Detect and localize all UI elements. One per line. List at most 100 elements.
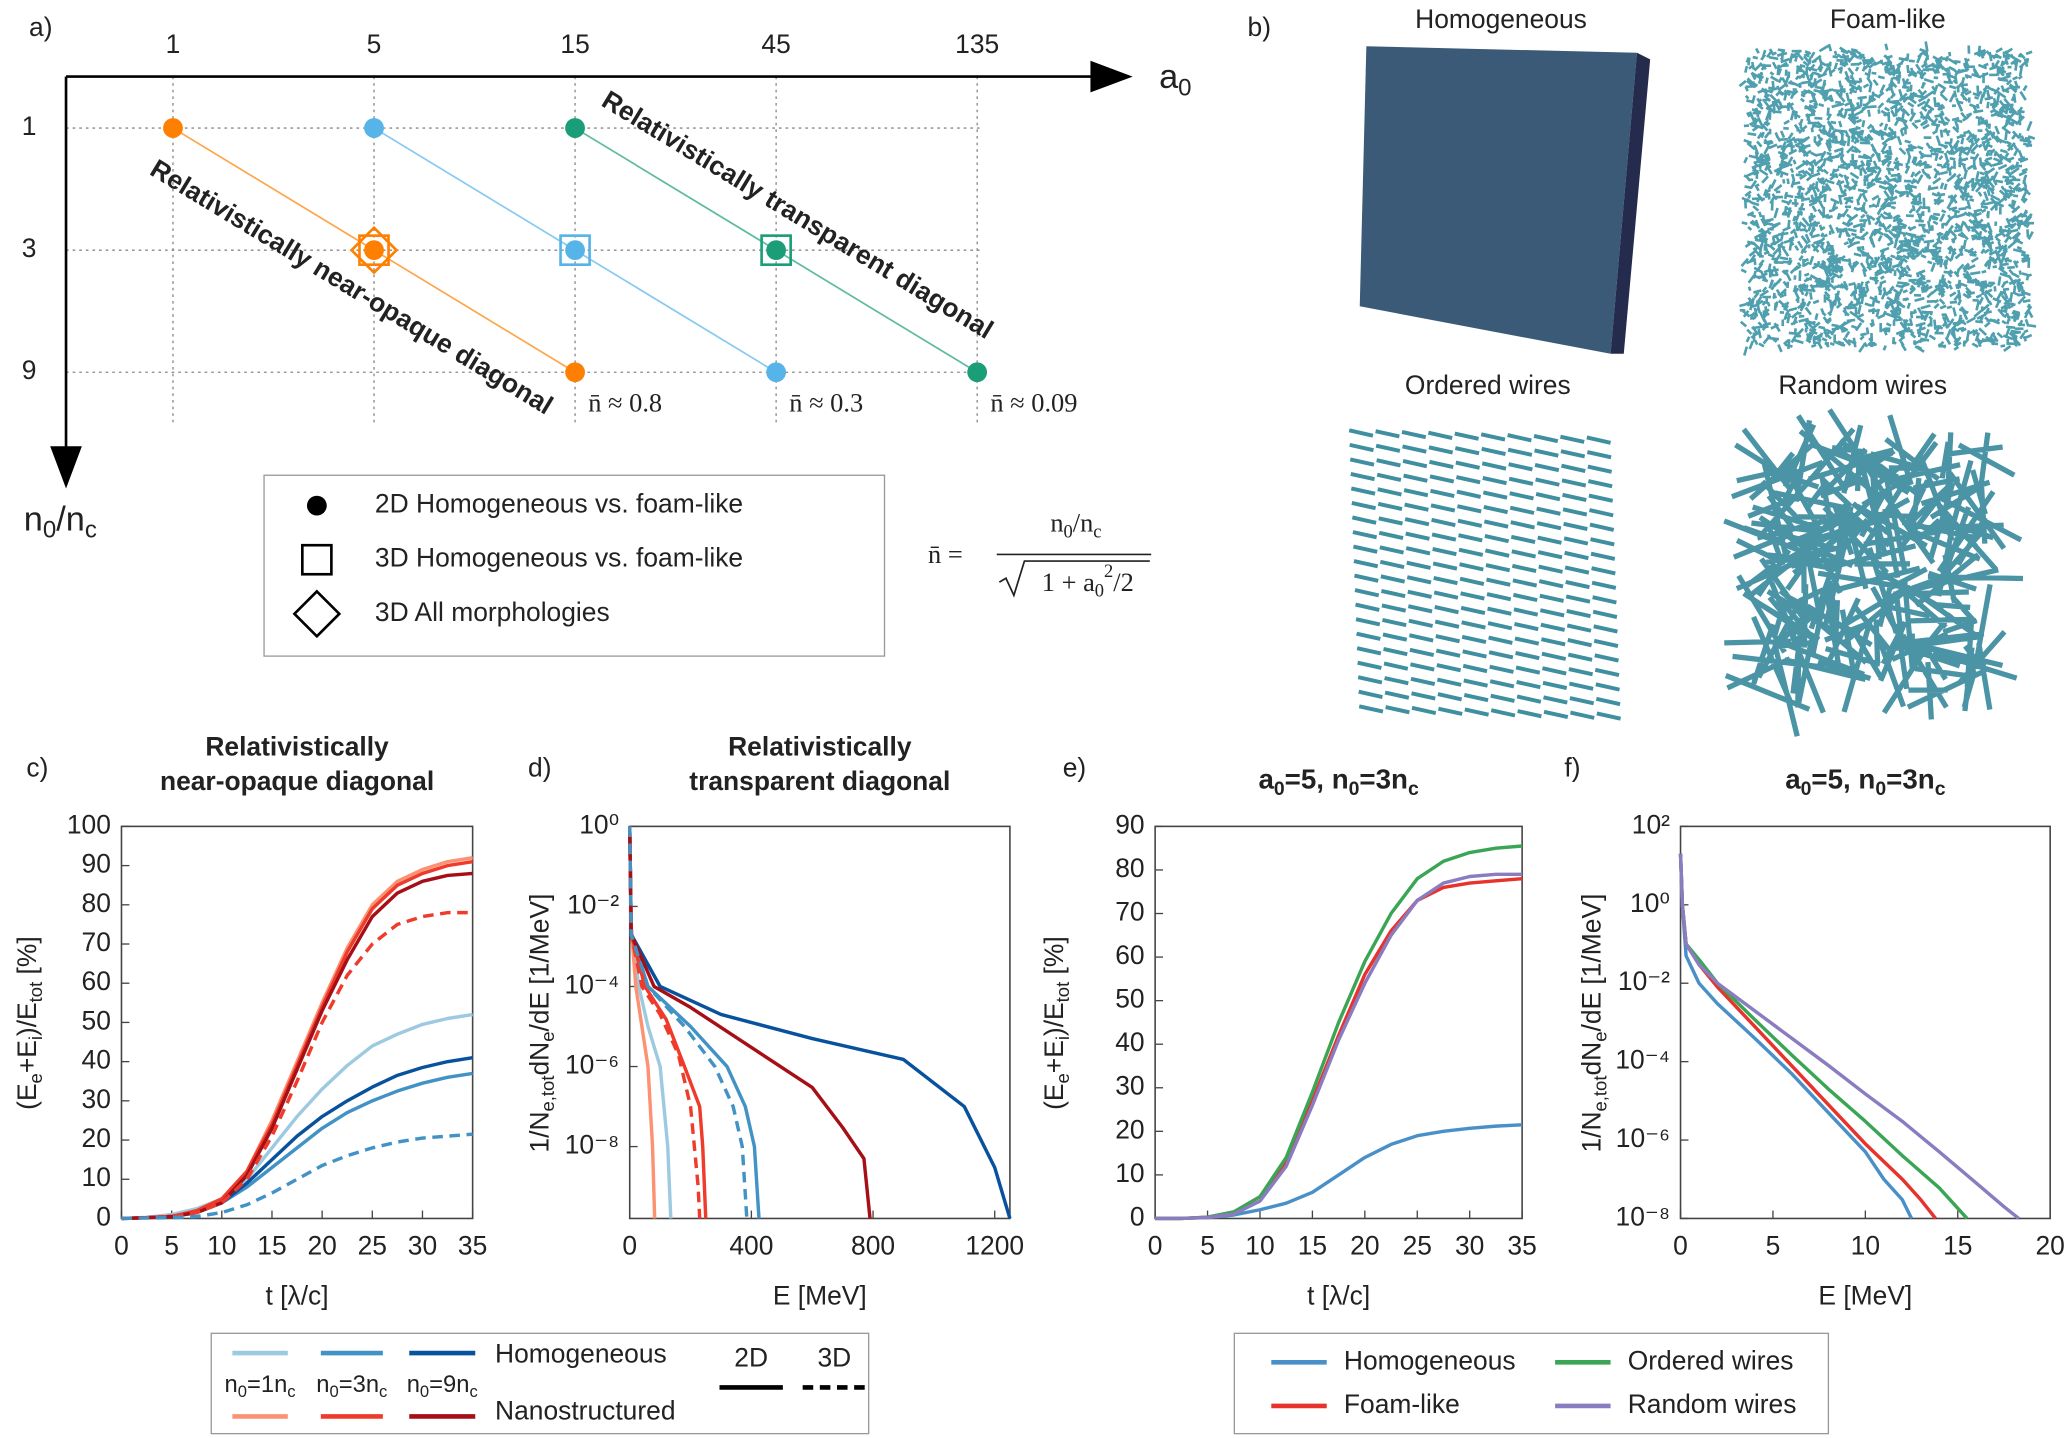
chart-title: Relativistically [205, 731, 389, 761]
x-tick-label: 135 [955, 29, 999, 59]
text-segment: i [1052, 1036, 1073, 1040]
text-segment: 1 + a [1042, 567, 1095, 597]
text-segment: 0 [1349, 778, 1360, 800]
point-dot [565, 362, 585, 383]
panel-label: c) [26, 753, 48, 783]
series-line [1678, 853, 2020, 1220]
x-axis-label: t [λ/c] [266, 1281, 329, 1311]
y-tick-label: 10⁻⁶ [1616, 1123, 1670, 1153]
legend-label: Ordered wires [1628, 1345, 1794, 1375]
point-square [559, 234, 591, 267]
y-tick-label: 10⁻⁸ [1616, 1201, 1670, 1231]
text-segment: 0 [420, 1383, 429, 1402]
point-dot [565, 240, 585, 261]
y-tick-label: 10 [1115, 1158, 1144, 1188]
x-tick-label: 800 [851, 1230, 895, 1260]
point-diamond [349, 225, 399, 275]
x-tick-label: 1 [166, 29, 181, 59]
ordered-wires-image [1348, 428, 1622, 721]
legend-label: n0=1nc [225, 1371, 296, 1401]
y-tick-label: 10⁻² [1618, 966, 1670, 996]
text-segment: =3n [1359, 764, 1408, 795]
text-segment: e [1052, 1073, 1073, 1083]
series-line [121, 1071, 473, 1221]
x-tick-label: 35 [458, 1230, 487, 1260]
y-tick-label: 1 [22, 111, 37, 141]
legend-label: 3D [817, 1343, 851, 1373]
text-segment: dN [524, 1042, 554, 1076]
x-tick-label: 30 [408, 1230, 437, 1260]
text-segment: c [1093, 522, 1101, 542]
x-tick-label: 1200 [965, 1230, 1024, 1260]
panel-label: e) [1063, 753, 1086, 783]
text-segment: c [287, 1383, 295, 1402]
x-tick-label: 20 [307, 1230, 336, 1260]
x-tick-label: 0 [1148, 1230, 1163, 1260]
text-segment: e,tot [1589, 1076, 1610, 1112]
legend-label: 3D Homogeneous vs. foam-like [375, 543, 743, 573]
y-tick-label: 40 [1115, 1027, 1144, 1057]
y-tick-label: 10⁻² [567, 889, 619, 919]
text-segment: (E [12, 1083, 42, 1109]
chart-title: a0=5, n0=3nc [1258, 764, 1419, 800]
legend-box [263, 474, 886, 657]
n-bar-label: n̄ ≈ 0.8 [588, 387, 662, 417]
point-square [358, 234, 390, 267]
y-tick-label: 70 [82, 927, 111, 957]
series-line [1678, 853, 1937, 1220]
random-wires-image [1723, 408, 2024, 737]
point-dot [766, 362, 787, 383]
panel-label: d) [528, 753, 551, 783]
x-tick-label: 45 [761, 29, 790, 59]
text-segment: =9n [429, 1371, 469, 1398]
y-tick-label: 70 [1115, 896, 1144, 926]
text-segment: a [1785, 764, 1801, 795]
text-segment: )/E [12, 1002, 42, 1036]
point-dot [364, 118, 384, 138]
chart-title: Relativistically [728, 731, 912, 761]
text-segment: [%] [12, 936, 42, 981]
series-line [1678, 853, 1969, 1220]
legend-label: 2D [734, 1343, 768, 1373]
y-tick-label: 3 [22, 233, 37, 263]
text-segment: n [24, 501, 43, 539]
y-tick-label: 10⁻⁴ [565, 969, 620, 999]
text-segment: i [25, 1036, 46, 1040]
series-line [628, 826, 657, 1219]
panel-label: a) [29, 12, 52, 42]
y-axis-label: (Ee+Ei)/Etot [%] [12, 936, 46, 1110]
x-tick-label: 25 [358, 1230, 387, 1260]
series-line [1155, 1123, 1523, 1221]
y-tick-label: 10² [1632, 809, 1670, 839]
text-segment: n [1050, 507, 1063, 537]
text-segment: a [1258, 764, 1274, 795]
x-tick-label: 20 [2035, 1230, 2064, 1260]
image-title: Homogeneous [1415, 4, 1587, 34]
formula-numerator: n0/nc [1050, 507, 1101, 541]
y-tick-label: 20 [82, 1123, 111, 1153]
point-square [760, 234, 792, 267]
formula-lhs: n̄ = [928, 539, 963, 569]
legend-marker [306, 495, 327, 516]
image-title: Random wires [1778, 370, 1947, 400]
y-tick-label: 9 [22, 355, 37, 385]
y-tick-label: 100 [67, 809, 111, 839]
diagonal-label: Relativistically transparent diagonal [597, 85, 999, 345]
x-tick-label: 15 [1943, 1230, 1972, 1260]
legend-label: n0=3nc [316, 1371, 387, 1401]
chart-title: transparent diagonal [689, 766, 950, 796]
text-segment: /dE [1/MeV] [1576, 894, 1606, 1032]
point-dot [565, 118, 585, 138]
text-segment: tot [25, 982, 46, 1003]
y-tick-label: 30 [82, 1084, 111, 1114]
x-tick-label: 25 [1403, 1230, 1432, 1260]
plot-frame [120, 825, 474, 1220]
text-segment: e [537, 1032, 558, 1042]
y-tick-label: 10⁻⁸ [565, 1130, 619, 1160]
text-segment: 0 [1274, 778, 1285, 800]
point-dot [967, 362, 988, 383]
text-segment: 1/N [1576, 1111, 1606, 1152]
legend-marker [292, 589, 342, 639]
